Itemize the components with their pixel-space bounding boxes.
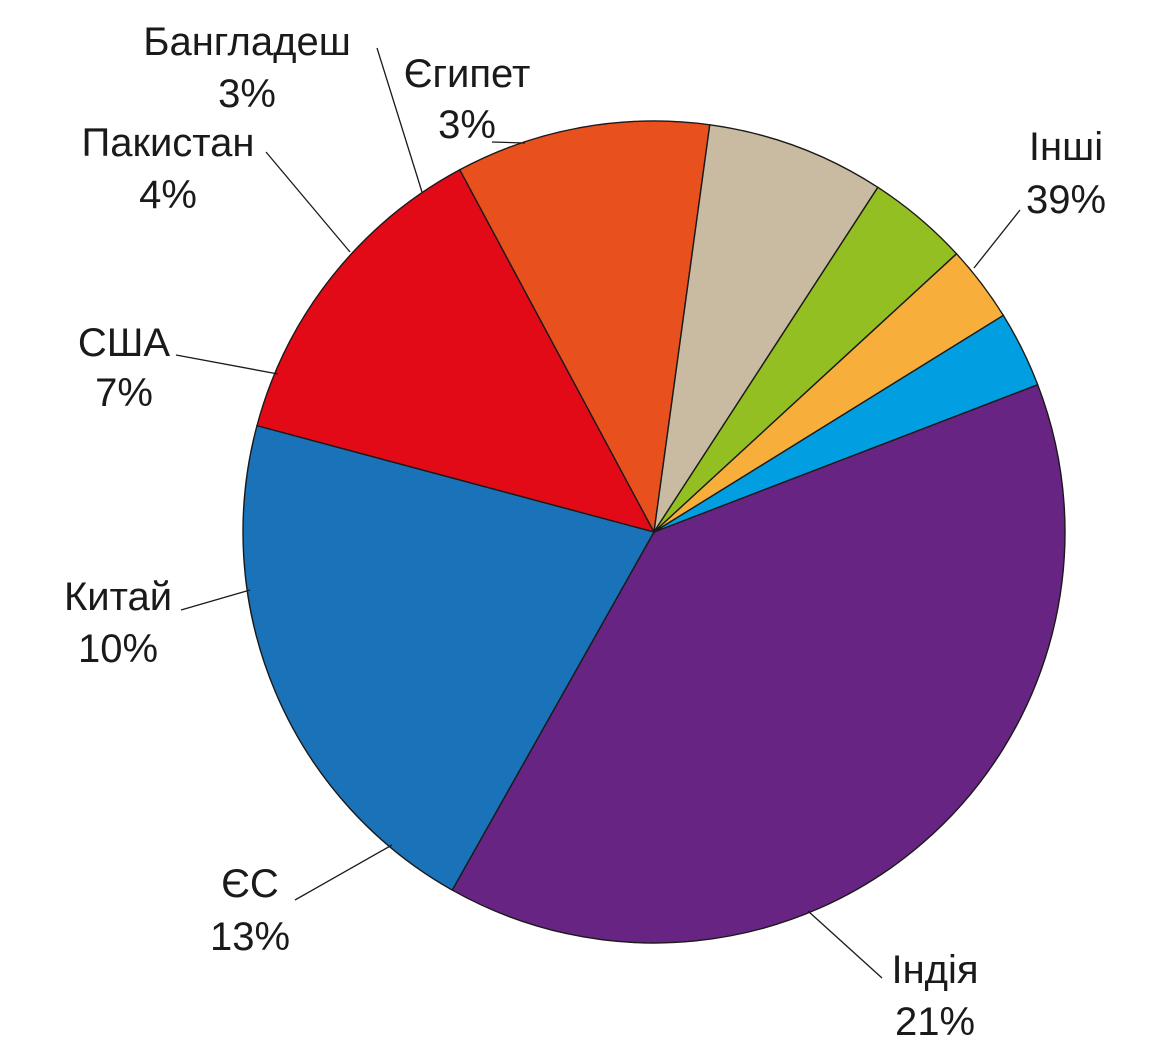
label-value-egypt: 3% [438,103,496,147]
label-value-usa: 7% [95,371,153,415]
leader-line-3 [180,589,251,611]
label-value-pakistan: 4% [139,173,197,217]
pie-slice-2 [256,168,656,534]
label-name-egypt: Єгипет [404,52,531,96]
leader-line-4 [175,354,279,375]
leader-lines-layer [175,47,1021,979]
label-name-inshi: Інші [1029,125,1103,169]
pie-slice-3 [458,120,711,535]
leader-line-5 [265,151,351,253]
leader-line-1 [807,910,883,979]
leader-line-2 [294,844,393,901]
label-name-eu: ЄС [221,862,279,906]
label-name-india: Індія [891,948,978,992]
slices-layer [242,120,1066,944]
label-name-pakistan: Пакистан [81,121,254,165]
leader-line-0 [973,209,1021,269]
pie-slice-7 [653,314,1039,533]
label-value-china: 10% [78,627,158,671]
leader-line-7 [491,141,526,144]
pie-slice-4 [653,124,879,533]
label-name-bangladesh: Бангладеш [143,20,351,64]
label-value-bangladesh: 3% [218,72,276,116]
pie-slice-0 [451,383,1066,944]
label-value-india: 21% [895,1000,975,1044]
label-value-eu: 13% [210,915,290,959]
leader-line-6 [376,47,423,193]
pie-slice-1 [242,424,656,892]
label-name-usa: США [78,321,171,365]
label-value-inshi: 39% [1026,178,1106,222]
label-name-china: Китай [64,575,172,619]
